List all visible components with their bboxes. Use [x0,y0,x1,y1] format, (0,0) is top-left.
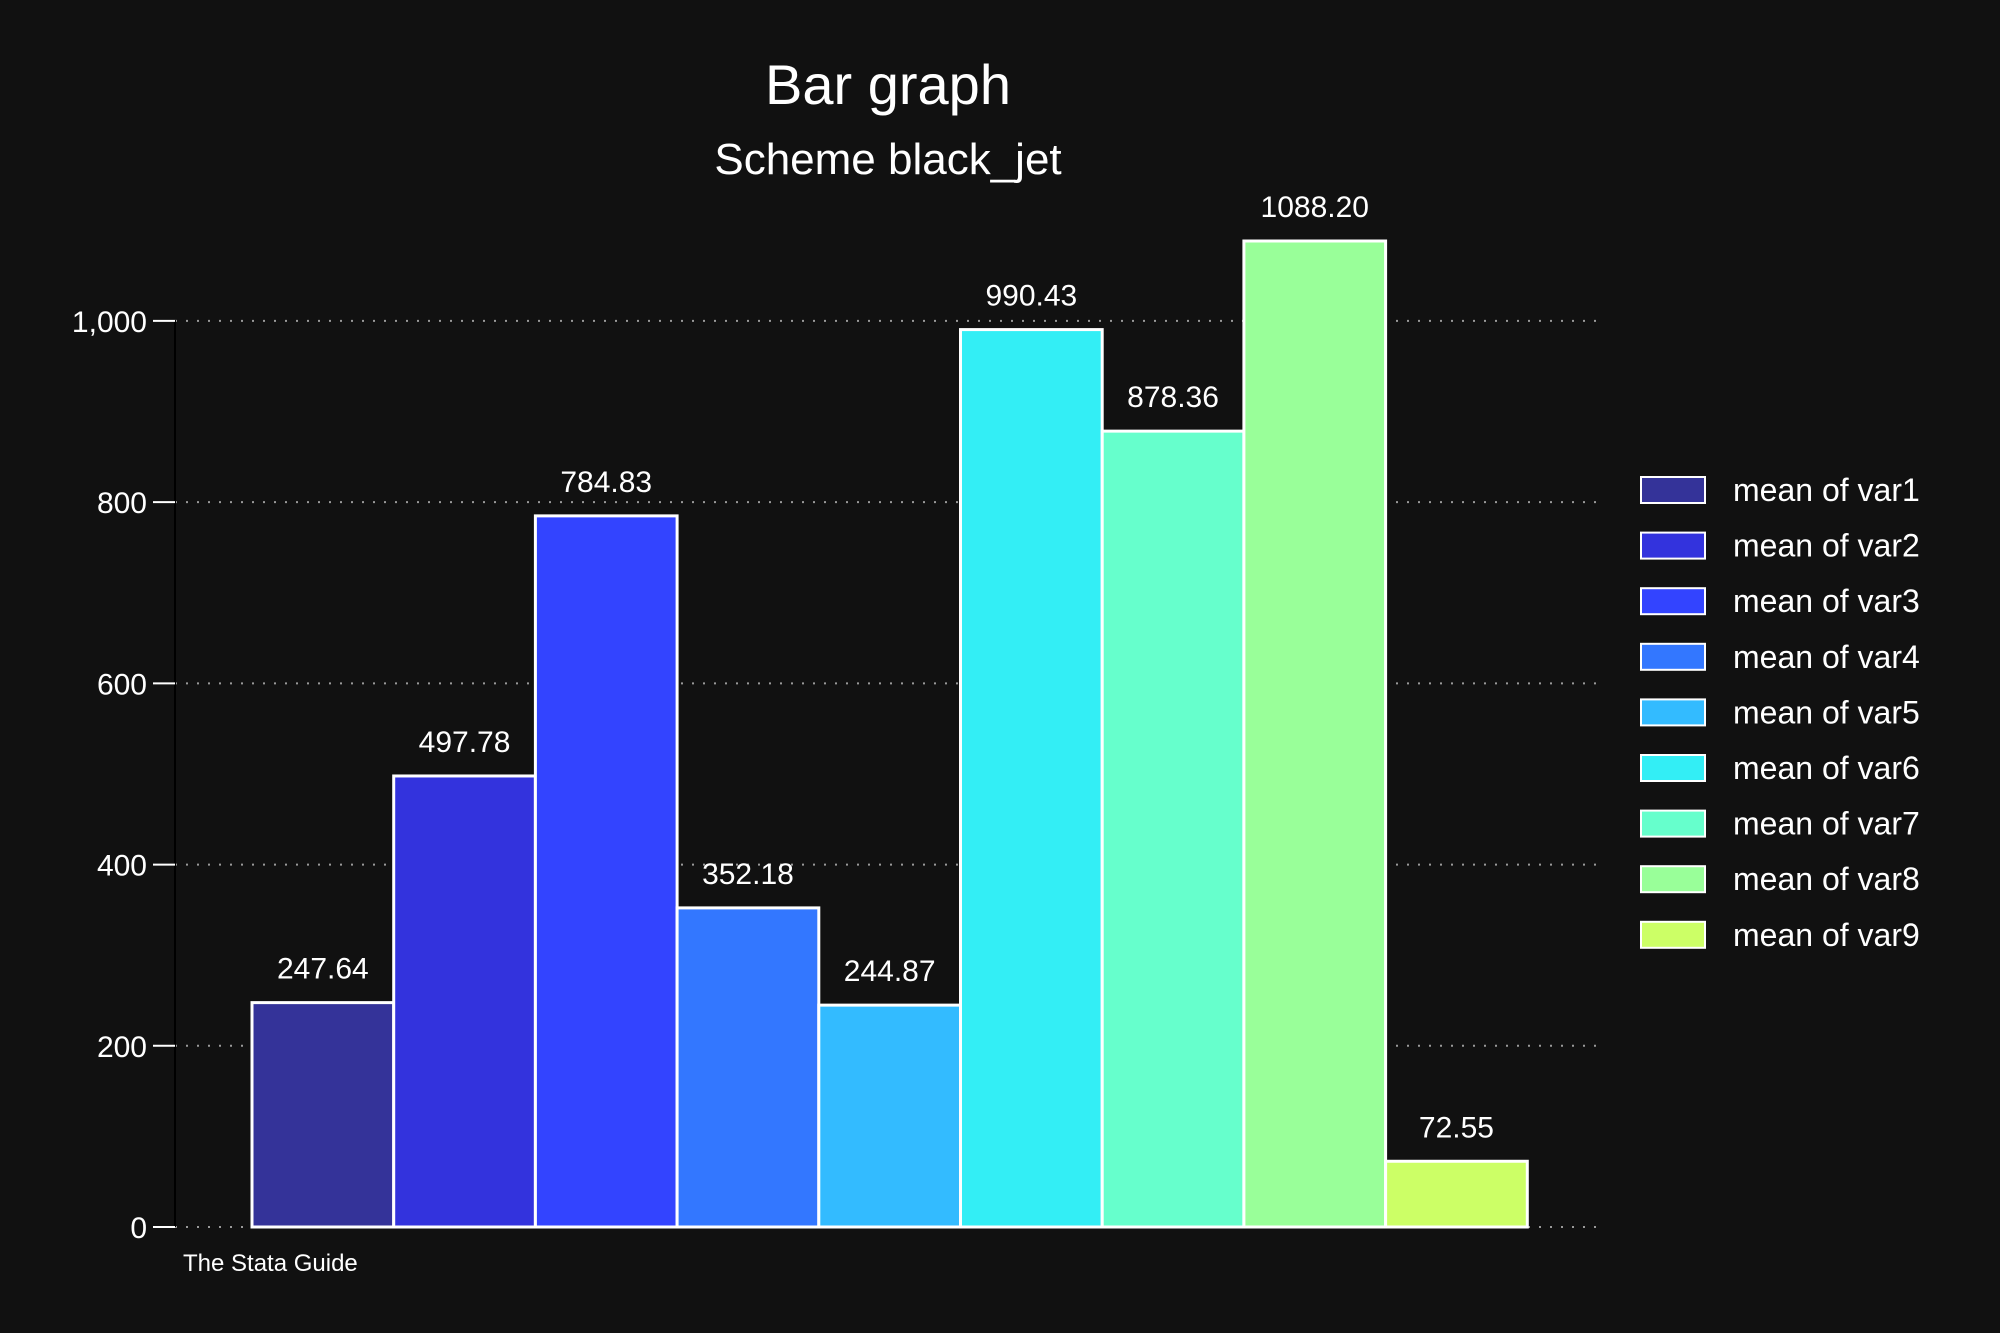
bar-value-label: 1088.20 [1261,191,1369,224]
bar-value-label: 244.87 [844,955,936,988]
bar [1100,429,1246,1229]
legend-swatch [1640,531,1706,560]
legend-label: mean of var2 [1733,528,1920,564]
legend-swatch [1640,698,1706,727]
y-tick-label: 600 [97,668,147,701]
legend-swatch [1640,809,1706,838]
bar-value-label: 784.83 [560,466,652,499]
y-tick-label: 1,000 [72,306,147,339]
bar [533,514,679,1229]
legend-swatch [1640,587,1706,616]
bar [392,774,537,1229]
legend-swatch [1640,754,1706,782]
legend-label: mean of var1 [1733,472,1920,508]
legend-label: mean of var8 [1733,861,1920,897]
y-tick-label: 200 [97,1031,147,1064]
bar [1242,239,1388,1229]
y-tick-label: 400 [97,850,147,883]
bars [250,239,1529,1229]
bar-value-label: 990.43 [985,280,1077,313]
legend-label: mean of var4 [1733,639,1920,675]
bar-value-label: 352.18 [702,858,794,891]
bar [675,906,821,1229]
legend-label: mean of var3 [1733,583,1920,619]
legend: mean of var1 mean of var2 mean of var3 mean… [1640,472,1920,953]
chart-note: The Stata Guide [183,1250,358,1277]
bar [1384,1159,1529,1229]
legend-swatch [1640,920,1706,949]
legend-swatch [1640,865,1706,894]
bar-value-label: 247.64 [277,953,369,986]
legend-label: mean of var7 [1733,806,1920,842]
legend-label: mean of var6 [1733,750,1920,786]
bar [250,1001,396,1229]
legend-label: mean of var9 [1733,917,1920,953]
y-tick-label: 800 [97,487,147,520]
bar-value-label: 497.78 [419,726,511,759]
legend-swatch [1640,476,1706,504]
bar-labels: 247.64 497.78 784.83 352.18 244.87 990.43 878.… [277,191,1494,1144]
y-tick-label: 0 [130,1212,147,1245]
legend-label: mean of var5 [1733,694,1920,730]
chart-title: Bar graph [765,53,1011,116]
bar [959,328,1104,1229]
bar-value-label: 878.36 [1127,381,1219,414]
bar [817,1003,962,1229]
legend-swatch [1640,642,1706,671]
chart-subtitle: Scheme black_jet [714,135,1061,184]
bar-value-label: 72.55 [1419,1111,1494,1144]
y-axis: 0 200 400 600 800 1,000 [72,306,176,1245]
